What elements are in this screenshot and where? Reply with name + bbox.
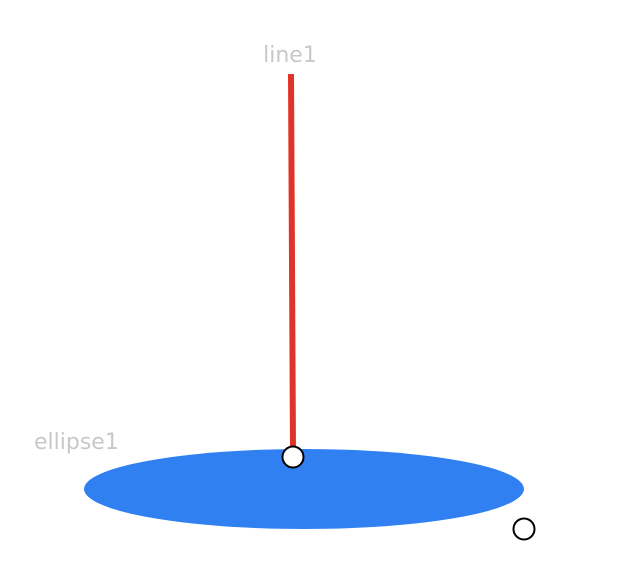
ellipse1-ellipse[interactable] (84, 449, 524, 529)
ellipse-resize-handle[interactable] (512, 517, 536, 541)
line1-shape-group[interactable]: line1 (263, 43, 317, 453)
line1-line[interactable] (288, 73, 296, 453)
ellipse1-label: ellipse1 (34, 430, 119, 455)
ellipse1-shape-group[interactable]: ellipse1 (34, 430, 524, 529)
line-endpoint-handle[interactable] (281, 445, 305, 469)
line1-label: line1 (263, 43, 317, 68)
